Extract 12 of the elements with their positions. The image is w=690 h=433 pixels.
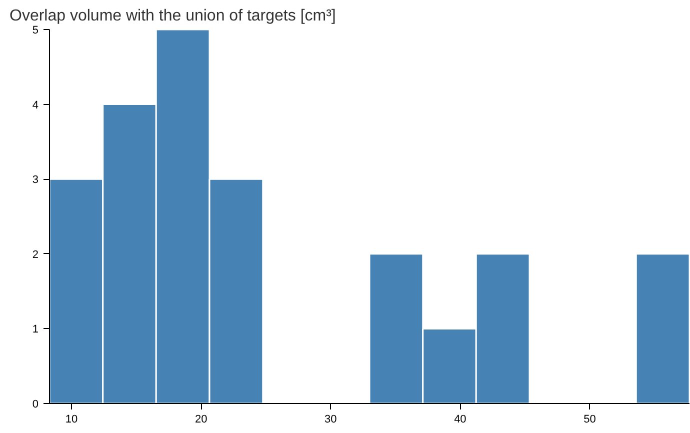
y-tick-label: 2	[32, 248, 39, 261]
y-tick-label: 4	[32, 99, 39, 112]
x-tick-label: 10	[65, 414, 78, 426]
y-tick-label: 3	[32, 174, 39, 186]
y-tick-label: 1	[32, 324, 39, 336]
x-tick-label: 20	[194, 414, 208, 426]
chart-title: Overlap volume with the union of targets [cm³]	[10, 8, 336, 24]
y-tick-label: 5	[32, 24, 39, 36]
x-tick-label: 50	[584, 414, 596, 426]
x-tick-label: 30	[324, 414, 337, 426]
y-tick-label: 0	[32, 398, 39, 410]
x-tick-label: 40	[454, 414, 466, 426]
